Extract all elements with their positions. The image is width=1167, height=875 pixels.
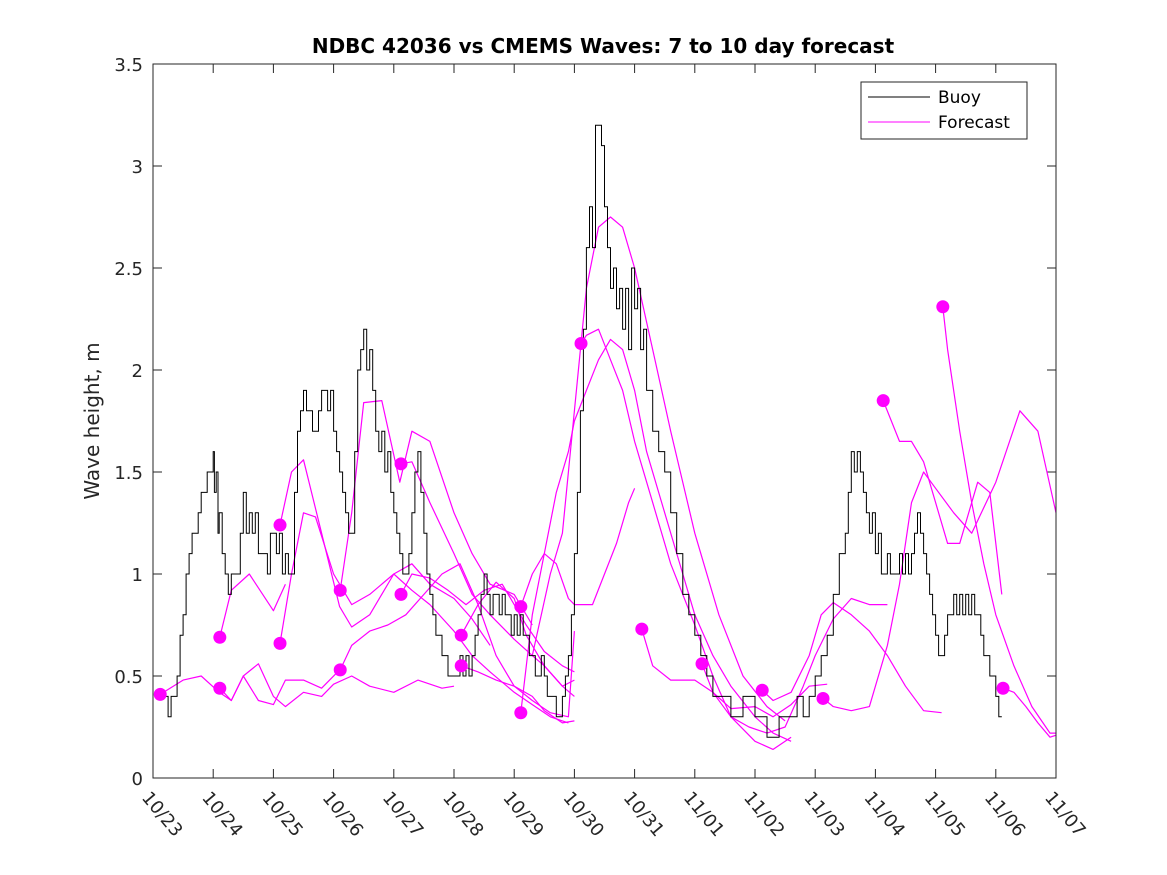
y-tick-label: 2 [132,361,143,382]
plot-frame [152,63,1057,779]
x-tick-label: 11/02 [739,788,788,841]
chart-title: NDBC 42036 vs CMEMS Waves: 7 to 10 day f… [312,34,895,58]
forecast-start-marker [394,587,408,601]
legend-box [860,81,1028,140]
forecast-line [822,410,1056,712]
y-tick-label: 1 [132,565,143,586]
forecast-start-marker [936,300,950,314]
forecast-line [761,601,942,714]
forecast-line [882,400,1003,595]
forecast-start-marker [273,636,287,650]
x-tick-label: 10/29 [498,788,547,841]
x-tick-label: 10/25 [258,788,307,841]
legend: Buoy Forecast [860,81,1028,140]
forecast-start-marker [816,691,830,705]
y-tick-label: 3.5 [114,55,143,76]
y-axis-label: Wave height, m [80,342,104,499]
y-tick-label: 0 [132,769,143,790]
y-tick-label: 0.5 [114,667,143,688]
x-tick-label: 11/07 [1040,788,1089,841]
forecast-line [219,663,455,708]
forecast-line [339,400,533,626]
y-tick-label: 3 [132,157,143,178]
x-tick-label: 10/27 [378,788,427,841]
forecast-start-marker [153,687,167,701]
x-tick-label: 10/30 [559,788,608,841]
x-tick-label: 11/04 [860,788,909,841]
legend-buoy-label: Buoy [938,88,981,108]
y-tick-label: 2.5 [114,259,143,280]
forecast-start-markers [153,300,1010,720]
forecast-start-marker [454,628,468,642]
forecast-start-marker [514,600,528,614]
forecast-line [279,512,569,724]
forecast-start-marker [996,681,1010,695]
x-tick-label: 10/24 [197,788,246,841]
x-tick-label: 11/01 [679,788,728,841]
forecast-start-marker [213,681,227,695]
forecast-line [279,459,491,646]
x-tick-label: 10/26 [318,788,367,841]
x-tick-label: 11/06 [980,788,1029,841]
forecast-line [219,573,286,638]
forecast-line [1002,687,1056,738]
forecast-start-marker [514,706,528,720]
legend-forecast-label: Forecast [938,113,1010,133]
forecast-line [942,306,1056,734]
buoy-series-group [165,124,1002,738]
x-tick-label: 11/05 [920,788,969,841]
x-tick-label: 10/28 [438,788,487,841]
forecast-line [580,328,792,751]
y-axis-ticks: 0 0.5 1 1.5 2 2.5 3 3.5 [114,55,1056,790]
forecast-start-marker [394,457,408,471]
forecast-start-marker [755,683,769,697]
y-tick-label: 1.5 [114,463,143,484]
buoy-line [165,124,1002,738]
forecast-start-marker [695,657,709,671]
forecast-start-marker [574,336,588,350]
x-tick-label: 11/03 [799,788,848,841]
forecast-start-marker [876,394,890,408]
forecast-start-marker [213,630,227,644]
forecast-start-marker [635,622,649,636]
forecast-line [701,597,888,734]
forecast-line [520,338,792,742]
forecast-start-marker [454,659,468,673]
forecast-line [400,573,575,673]
x-tick-label: 10/23 [137,788,186,841]
x-tick-label: 10/31 [619,788,668,841]
forecast-start-marker [333,583,347,597]
forecast-start-marker [273,518,287,532]
forecast-line [159,669,341,706]
forecast-line [531,216,786,722]
forecast-start-marker [333,663,347,677]
